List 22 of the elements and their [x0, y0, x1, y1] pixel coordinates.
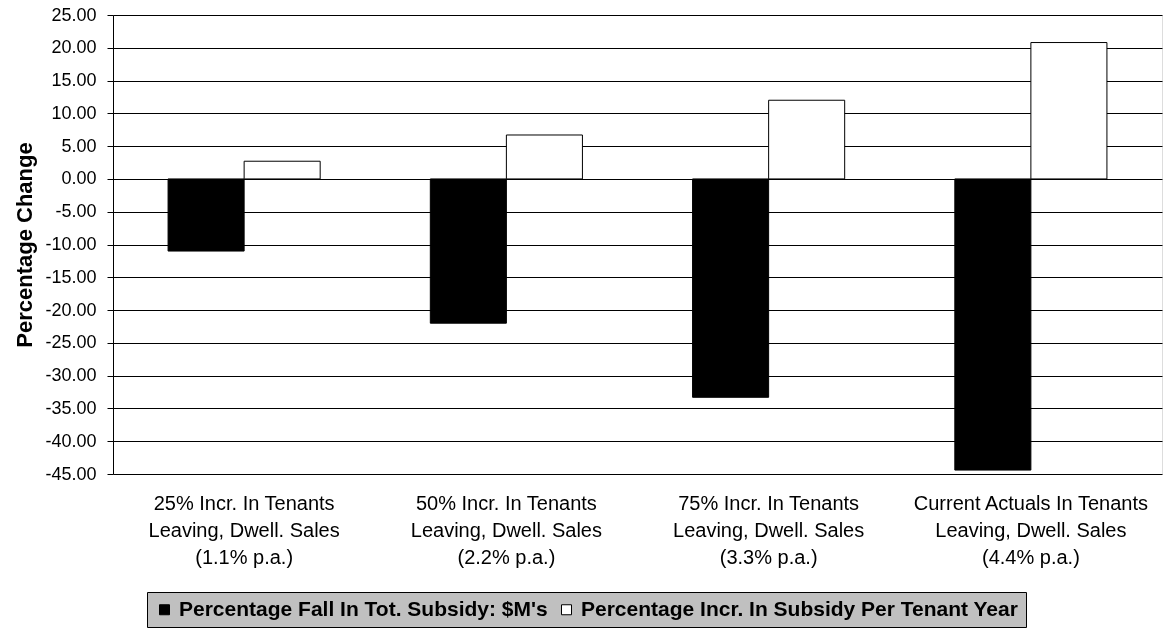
y-tick-label: -30.00: [45, 365, 97, 386]
legend-label: Percentage Incr. In Subsidy Per Tenant Year: [581, 596, 1018, 620]
y-tick-label: -5.00: [55, 201, 97, 222]
y-tick-label: -15.00: [45, 266, 97, 287]
x-tick-label: 50% Incr. In Tenants Leaving, Dwell. Sales (2.2% p.a.): [410, 491, 602, 568]
y-tick-label: 25.00: [51, 4, 97, 25]
y-tick-label: 20.00: [51, 37, 97, 58]
y-tick-label: -25.00: [45, 332, 97, 353]
legend-label: Percentage Fall In Tot. Subsidy: $M's: [179, 596, 548, 620]
y-tick-label: -40.00: [45, 430, 97, 451]
y-tick-label: -10.00: [45, 234, 97, 254]
y-tick-label: -35.00: [45, 397, 97, 418]
y-tick-label: 0.00: [61, 168, 97, 189]
y-axis-title: Percentage Change: [12, 142, 38, 348]
x-tick-label: Current Actuals In Tenants Leaving, Dwell. Sales (4.4% p.a.): [913, 491, 1148, 568]
x-tick-label: 25% Incr. In Tenants Leaving, Dwell. Sales (1.1% p.a.): [148, 491, 340, 568]
y-tick-label: 10.00: [51, 102, 97, 123]
y-tick-label: 15.00: [51, 70, 97, 91]
x-tick-label: 75% Incr. In Tenants Leaving, Dwell. Sales (3.3% p.a.): [673, 491, 865, 568]
y-tick-label: 5.00: [61, 135, 97, 156]
y-tick-label: -20.00: [45, 299, 97, 320]
y-tick-label: -45.00: [45, 463, 97, 484]
